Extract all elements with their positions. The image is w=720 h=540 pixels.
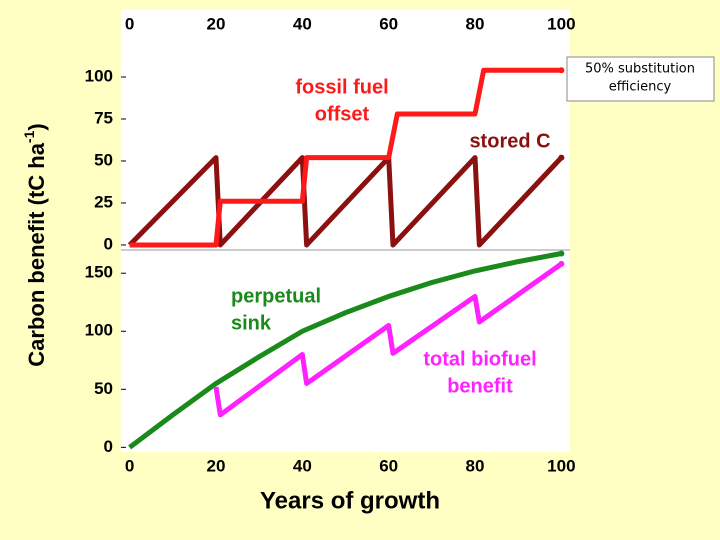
y-tick-label: 50 bbox=[94, 150, 113, 169]
annotation: stored C bbox=[469, 130, 550, 152]
x-tick-label: 0 bbox=[125, 14, 134, 33]
note: 50% substitution bbox=[585, 62, 695, 77]
annotation: fossil fuel bbox=[295, 76, 388, 98]
series-line bbox=[213, 261, 563, 418]
x-tick-label: 40 bbox=[293, 14, 312, 33]
x-tick-label: 40 bbox=[293, 456, 312, 475]
x-tick-label: 80 bbox=[466, 456, 485, 475]
y-tick-label: 75 bbox=[94, 108, 113, 127]
x-tick-label: 60 bbox=[379, 456, 398, 475]
series-line bbox=[128, 251, 562, 450]
y-tick-label: 0 bbox=[104, 234, 113, 253]
x-tick-label: 60 bbox=[379, 14, 398, 33]
x-tick-label: 0 bbox=[125, 456, 134, 475]
end-dot bbox=[558, 154, 565, 161]
series-line bbox=[129, 67, 562, 248]
annotation: benefit bbox=[447, 375, 513, 397]
y-axis-label: Carbon benefit (tC ha-1) bbox=[21, 123, 49, 366]
x-axis-label: Years of growth bbox=[260, 487, 440, 514]
y-tick-label: 100 bbox=[85, 66, 113, 85]
annotation: sink bbox=[231, 312, 272, 334]
annotation: total biofuel bbox=[423, 348, 536, 370]
x-tick-label: 100 bbox=[547, 456, 575, 475]
x-tick-label: 20 bbox=[207, 456, 226, 475]
y-tick-label: 25 bbox=[94, 192, 113, 211]
y-tick-label: 0 bbox=[104, 437, 113, 456]
y-tick-label: 50 bbox=[94, 379, 113, 398]
x-tick-label: 80 bbox=[466, 14, 485, 33]
x-tick-label: 100 bbox=[547, 14, 575, 33]
end-dot bbox=[558, 260, 565, 267]
note: efficiency bbox=[609, 80, 672, 95]
note-box bbox=[566, 56, 715, 102]
y-tick-label: 100 bbox=[85, 321, 113, 340]
annotation: offset bbox=[315, 103, 370, 125]
end-dot bbox=[558, 250, 565, 257]
x-tick-label: 20 bbox=[207, 14, 226, 33]
annotation: perpetual bbox=[231, 285, 321, 307]
end-dot bbox=[558, 67, 565, 74]
y-tick-label: 150 bbox=[85, 263, 113, 282]
